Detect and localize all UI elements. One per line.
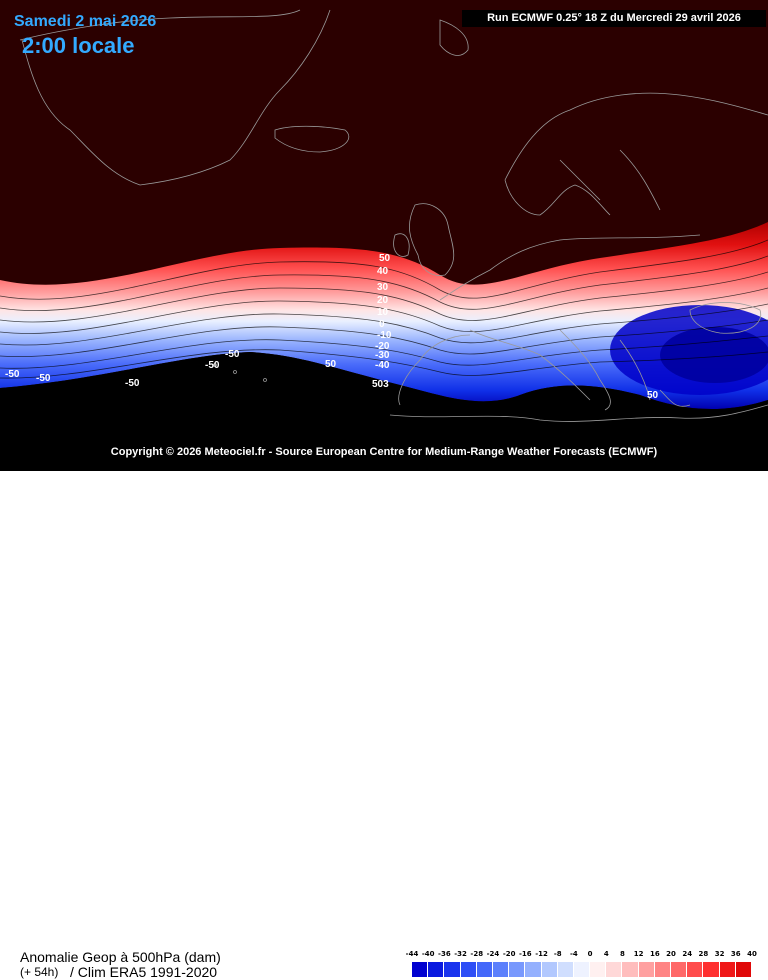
color-scale-box bbox=[590, 962, 607, 977]
color-scale-box bbox=[509, 962, 526, 977]
weather-map: 50 40 30 20 10 0 -10 -20 -30 -40 -50 -50… bbox=[0, 0, 768, 471]
color-scale-tick: -4 bbox=[570, 950, 578, 958]
color-scale-tick: -44 bbox=[405, 950, 419, 958]
contour-label: 40 bbox=[377, 266, 389, 277]
color-scale-box bbox=[573, 962, 591, 977]
color-scale-box bbox=[735, 962, 752, 977]
lead-time: (+ 54h) bbox=[20, 965, 59, 979]
color-scale-ticks: -44 -40 -36 -32 -28 -24 -20 -16 -12 -8 -4 0 4 8 12 16 20… bbox=[406, 950, 757, 960]
contour-label: -50 bbox=[36, 373, 51, 384]
color-scale-tick: 12 bbox=[633, 950, 644, 958]
cold-anomaly-core-inner bbox=[660, 327, 768, 383]
color-scale-boxes bbox=[412, 962, 752, 977]
color-scale-tick: 28 bbox=[698, 950, 709, 958]
color-scale-box bbox=[412, 962, 429, 977]
color-scale-tick: -40 bbox=[421, 950, 435, 958]
contour-label: -20 bbox=[375, 341, 390, 352]
contour-label: 20 bbox=[377, 295, 389, 306]
forecast-date: Samedi 2 mai 2026 bbox=[14, 13, 157, 30]
climatology: / Clim ERA5 1991-2020 bbox=[70, 964, 218, 980]
color-scale-tick: -20 bbox=[502, 950, 516, 958]
color-scale: -44 -40 -36 -32 -28 -24 -20 -16 -12 -8 -4 0 4 8 12 16 20… bbox=[406, 950, 757, 978]
contour-label: -40 bbox=[375, 360, 390, 371]
color-scale-box bbox=[492, 962, 510, 977]
color-scale-tick: -32 bbox=[454, 950, 467, 958]
color-scale-tick: -8 bbox=[553, 950, 562, 958]
color-scale-tick: -36 bbox=[438, 950, 451, 958]
contour-label: -30 bbox=[375, 350, 390, 361]
color-scale-box bbox=[428, 962, 445, 977]
no-data-area bbox=[0, 352, 768, 471]
color-scale-tick: -28 bbox=[470, 950, 484, 958]
contour-label: -50 bbox=[5, 369, 20, 380]
color-scale-box bbox=[703, 962, 720, 977]
contour-label: 50 bbox=[647, 390, 659, 401]
color-scale-box bbox=[476, 962, 493, 977]
forecast-time: 2:00 locale bbox=[22, 33, 135, 58]
color-scale-tick: 24 bbox=[682, 950, 693, 958]
color-scale-box bbox=[525, 962, 542, 977]
color-scale-box bbox=[719, 962, 736, 977]
color-scale-tick: 32 bbox=[714, 950, 725, 958]
color-scale-tick: -12 bbox=[535, 950, 548, 958]
color-scale-box bbox=[557, 962, 574, 977]
contour-label: 50 bbox=[379, 253, 391, 264]
contour-label: 30 bbox=[377, 282, 389, 293]
color-scale-box bbox=[444, 962, 461, 977]
color-scale-box bbox=[606, 962, 623, 977]
color-scale-tick: 40 bbox=[747, 950, 757, 958]
color-scale-box bbox=[687, 962, 704, 977]
color-scale-box bbox=[460, 962, 477, 977]
contour-label: 50 bbox=[325, 359, 337, 370]
anomaly-band bbox=[0, 222, 768, 410]
color-scale-box bbox=[654, 962, 671, 977]
model-run-label: Run ECMWF 0.25° 18 Z du Mercredi 29 avri… bbox=[462, 10, 766, 27]
contour-label: -50 bbox=[125, 378, 140, 389]
color-scale-tick: -16 bbox=[519, 950, 532, 958]
contour-label: 503 bbox=[372, 379, 389, 390]
color-scale-tick: 0 bbox=[587, 950, 593, 958]
contour-label: -50 bbox=[225, 349, 240, 360]
contour-label: 0 bbox=[379, 319, 385, 330]
copyright: Copyright © 2026 Meteociel.fr - Source E… bbox=[110, 446, 658, 458]
color-scale-tick: 4 bbox=[603, 950, 609, 958]
color-scale-box bbox=[671, 962, 688, 977]
contour-label: 10 bbox=[377, 307, 389, 318]
color-scale-box bbox=[622, 962, 639, 977]
coastlines bbox=[19, 9, 768, 422]
legend-footer: Anomalie Geop à 500hPa (dam) (+ 54h) / C… bbox=[0, 471, 768, 980]
color-scale-tick: 36 bbox=[730, 950, 741, 958]
color-scale-box bbox=[638, 962, 655, 977]
contour-label: -10 bbox=[377, 330, 392, 341]
color-scale-tick: 20 bbox=[666, 950, 676, 958]
contour-label: -50 bbox=[205, 360, 220, 371]
color-scale-tick: -24 bbox=[486, 950, 500, 958]
color-scale-box bbox=[541, 962, 558, 977]
color-scale-tick: 16 bbox=[649, 950, 660, 958]
isolines bbox=[0, 239, 768, 379]
map-title: Anomalie Geop à 500hPa (dam) bbox=[20, 949, 221, 965]
anomaly-field: 50 40 30 20 10 0 -10 -20 -30 -40 -50 -50… bbox=[0, 9, 768, 471]
contour-labels: 50 40 30 20 10 0 -10 -20 -30 -40 -50 -50… bbox=[5, 253, 659, 401]
color-scale-tick: 8 bbox=[620, 950, 625, 958]
